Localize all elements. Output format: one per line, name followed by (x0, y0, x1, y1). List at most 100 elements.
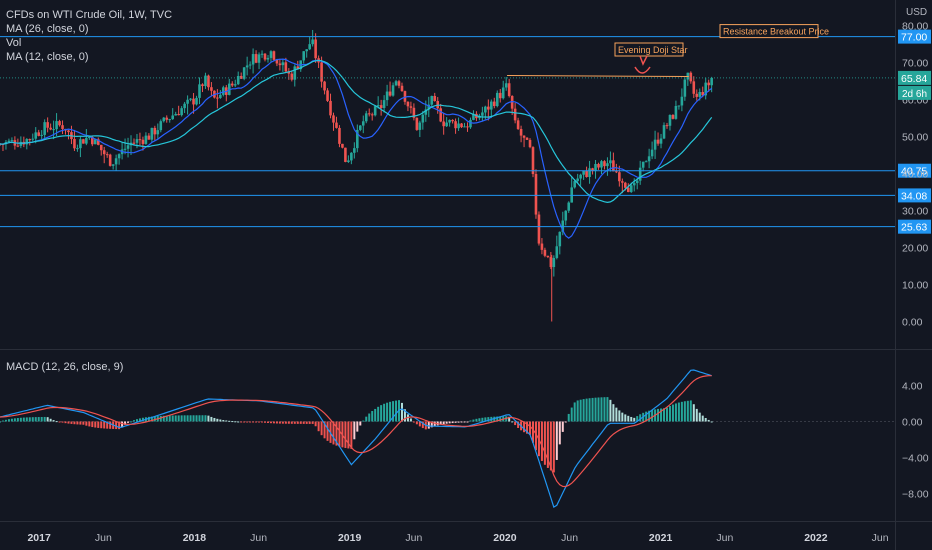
price-unit-label[interactable]: USD (906, 7, 928, 18)
macd-histogram-bar (412, 421, 415, 423)
candle-body (546, 255, 550, 258)
candle-body (168, 119, 172, 121)
macd-histogram-bar (665, 407, 668, 422)
macd-histogram-bar (246, 421, 249, 423)
legend-vol[interactable]: Vol (6, 37, 22, 49)
macd-histogram-bar (7, 419, 10, 422)
macd-histogram-bar (573, 402, 576, 422)
candle-body (132, 142, 136, 144)
candle-body (689, 72, 693, 82)
candle-body (573, 181, 576, 188)
candle-body (10, 140, 14, 142)
candle-body (585, 170, 588, 177)
candle-body (418, 122, 422, 130)
macd-histogram-bar (442, 421, 445, 425)
candle-body (638, 167, 642, 181)
macd-histogram-bar (311, 421, 314, 424)
candle-body (305, 49, 308, 52)
macd-histogram-bar (49, 418, 52, 422)
macd-histogram-bar (31, 417, 34, 422)
candle-body (76, 148, 79, 150)
candle-body (96, 139, 100, 145)
macd-histogram-bar (153, 416, 156, 422)
macd-histogram-bar (314, 421, 317, 427)
candle-body (195, 97, 198, 105)
legend-symbol[interactable]: CFDs on WTI Crude Oil, 1W, TVC (6, 9, 173, 21)
macd-histogram-bar (91, 421, 94, 428)
macd-histogram-bar (472, 419, 475, 422)
resistance-annotation: Resistance Breakout Price (723, 27, 829, 37)
legend-ma12[interactable]: MA (12, close, 0) (6, 51, 89, 63)
macd-histogram-bar (67, 421, 70, 424)
candle-body (356, 129, 359, 149)
candle-body (174, 113, 177, 116)
candle-body (114, 158, 118, 165)
candle-body (463, 126, 466, 128)
candle-body (373, 106, 377, 116)
macd-histogram-bar (585, 398, 588, 422)
macd-histogram-bar (302, 421, 305, 424)
macd-histogram-bar (237, 421, 240, 423)
time-tick-label: 2022 (804, 532, 828, 544)
candle-body (7, 140, 11, 142)
candle-body (490, 101, 493, 110)
macd-histogram-bar (130, 421, 133, 423)
candle-body (677, 105, 681, 107)
candle-body (609, 160, 612, 164)
macd-histogram-bar (222, 420, 225, 422)
macd-histogram-bar (630, 416, 633, 422)
candle-body (34, 132, 38, 139)
macd-histogram-bar (445, 421, 448, 424)
macd-histogram-bar (1, 420, 4, 422)
candle-body (487, 106, 490, 110)
macd-histogram-bar (564, 421, 567, 423)
macd-histogram-bar (338, 421, 341, 447)
candle-body (421, 114, 425, 123)
macd-histogram-bar (64, 421, 67, 424)
macd-histogram-bar (633, 417, 636, 422)
candle-body (153, 127, 157, 135)
macd-histogram-bar (466, 421, 469, 423)
macd-histogram-bar (430, 421, 433, 428)
candle-body (424, 109, 428, 115)
time-tick-label: Jun (405, 532, 422, 544)
candle-body (16, 145, 20, 147)
candle-body (156, 130, 160, 135)
candle-body (278, 63, 282, 66)
macd-histogram-bar (365, 416, 368, 422)
macd-histogram-bar (100, 421, 103, 429)
macd-histogram-bar (686, 400, 689, 422)
candle-body (516, 120, 520, 129)
macd-histogram-bar (243, 421, 246, 423)
candle-body (591, 168, 594, 171)
macd-histogram-bar (392, 401, 395, 422)
ma26-line (0, 59, 713, 204)
legend-macd[interactable]: MACD (12, 26, close, 9) (6, 361, 124, 373)
resistance-line (507, 74, 689, 78)
candle-body (25, 139, 29, 145)
candle-body (358, 125, 362, 130)
macd-histogram-bar (514, 421, 517, 426)
macd-histogram-bar (683, 401, 686, 422)
candle-body (534, 174, 538, 215)
macd-histogram-bar (186, 415, 189, 422)
candle-body (403, 91, 407, 102)
macd-histogram-bar (198, 415, 201, 422)
candle-body (61, 125, 64, 129)
legend-ma26[interactable]: MA (26, close, 0) (6, 23, 89, 35)
macd-histogram-bar (531, 421, 534, 443)
macd-histogram-bar (368, 413, 371, 422)
candle-body (82, 139, 85, 144)
candle-body (659, 138, 663, 144)
candle-body (311, 39, 314, 45)
candle-body (344, 147, 347, 162)
macd-histogram-bar (403, 409, 406, 422)
candle-body (222, 87, 225, 95)
macd-histogram-bar (275, 421, 278, 424)
candle-body (347, 160, 350, 162)
candle-body (254, 54, 258, 63)
candle-body (364, 113, 368, 122)
candle-body (698, 92, 702, 97)
macd-histogram-bar (37, 417, 40, 422)
